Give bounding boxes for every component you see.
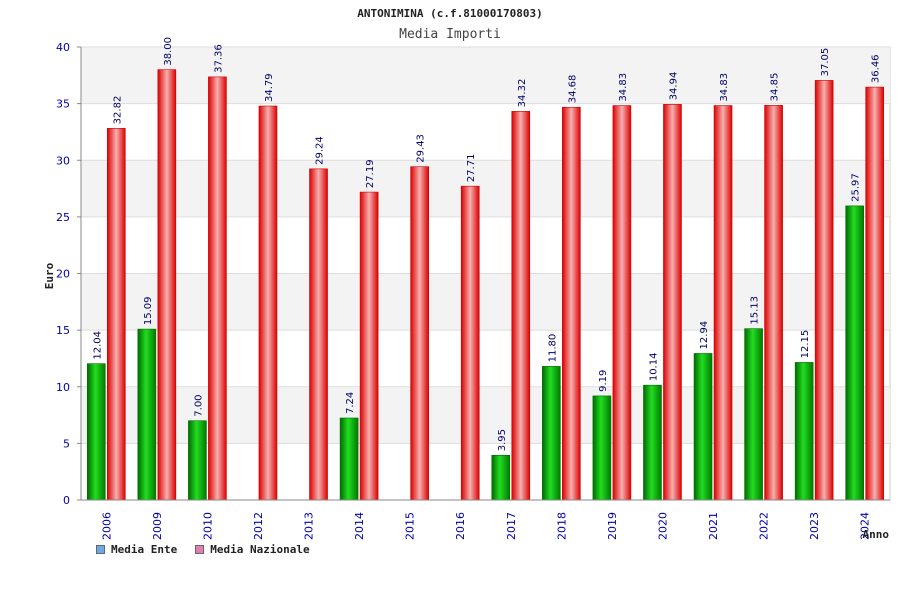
- bar-media-nazionale: [511, 111, 531, 501]
- value-label-media-nazionale: 27.71: [466, 154, 477, 183]
- value-label-media-nazionale: 34.83: [719, 73, 730, 102]
- value-label-media-nazionale: 38.00: [163, 37, 174, 66]
- x-tick-label: 2009: [151, 512, 164, 540]
- value-label-media-nazionale: 34.94: [668, 72, 679, 101]
- y-tick-label: 0: [63, 494, 70, 507]
- bar-media-ente: [744, 328, 763, 501]
- value-label-media-ente: 15.09: [143, 296, 154, 325]
- x-tick-label: 2012: [252, 512, 265, 540]
- x-tick-label: 2016: [454, 512, 467, 540]
- bar-media-ente: [86, 363, 106, 501]
- bar-media-nazionale: [309, 168, 328, 501]
- bar-media-nazionale: [562, 106, 581, 501]
- value-label-media-ente: 3.95: [497, 429, 508, 451]
- value-label-media-ente: 15.13: [750, 296, 761, 325]
- legend-item-media-ente: Media Ente: [96, 543, 177, 556]
- x-axis-label: Anno: [863, 528, 890, 541]
- bar-media-nazionale: [460, 185, 480, 501]
- x-tick-label: 2010: [201, 512, 214, 540]
- x-tick-label: 2023: [808, 512, 821, 540]
- chart-title: ANTONIMINA (c.f.81000170803): [357, 7, 542, 20]
- y-tick-label: 40: [56, 41, 70, 54]
- value-label-media-ente: 10.14: [648, 353, 659, 382]
- x-tick-label: 2021: [707, 512, 720, 540]
- x-tick-label: 2006: [100, 512, 113, 540]
- x-tick-label: 2024: [859, 512, 872, 540]
- bar-media-ente: [491, 454, 511, 501]
- value-label-media-ente: 25.97: [851, 173, 862, 202]
- x-tick-label: 2020: [656, 512, 669, 540]
- value-label-media-nazionale: 34.83: [618, 73, 629, 102]
- legend-swatch-media-ente: [96, 545, 105, 554]
- bar-media-nazionale: [764, 105, 783, 501]
- y-tick-label: 35: [56, 98, 70, 111]
- value-label-media-ente: 12.04: [92, 331, 103, 360]
- bar-media-nazionale: [663, 104, 682, 501]
- bar-media-nazionale: [106, 128, 126, 501]
- bar-media-nazionale: [359, 191, 379, 501]
- bar-media-nazionale: [713, 105, 733, 501]
- legend-label-media-ente: Media Ente: [111, 543, 178, 556]
- x-tick-label: 2015: [404, 512, 417, 540]
- y-tick-label: 15: [56, 324, 70, 337]
- bar-media-nazionale: [814, 80, 834, 501]
- value-labels: 12.04 32.82 15.09 38.00 7.00 37.36 34.79 29.24 7…: [92, 37, 881, 451]
- chart-subtitle: Media Importi: [399, 27, 501, 42]
- value-label-media-nazionale: 36.46: [871, 54, 882, 83]
- x-tick-label: 2014: [353, 512, 366, 540]
- x-tick-label: 2019: [606, 512, 619, 540]
- x-tick-label: 2018: [555, 512, 568, 540]
- bar-media-ente: [188, 420, 207, 501]
- legend-label-media-nazionale: Media Nazionale: [210, 543, 310, 556]
- bar-media-ente: [794, 362, 814, 501]
- value-label-media-ente: 7.00: [193, 394, 204, 416]
- bar-media-ente: [592, 395, 612, 501]
- bar-media-nazionale: [410, 166, 429, 501]
- bar-media-ente: [693, 353, 713, 501]
- legend-item-media-nazionale: Media Nazionale: [195, 543, 310, 556]
- value-label-media-ente: 7.24: [345, 392, 356, 414]
- legend: Media Ente Media Nazionale: [96, 543, 310, 556]
- value-label-media-nazionale: 29.43: [416, 134, 427, 163]
- bar-media-nazionale: [612, 105, 632, 501]
- value-label-media-nazionale: 34.32: [517, 79, 528, 108]
- y-axis: 0 5 10 15 20 25 30 35 40: [56, 41, 82, 507]
- bar-media-nazionale: [865, 86, 885, 501]
- value-label-media-nazionale: 37.36: [213, 44, 224, 73]
- bar-media-ente: [845, 205, 865, 501]
- value-label-media-nazionale: 27.19: [365, 159, 376, 188]
- value-label-media-ente: 9.19: [598, 370, 609, 392]
- x-tick-label: 2013: [303, 512, 316, 540]
- bar-media-ente: [339, 417, 359, 501]
- value-label-media-nazionale: 32.82: [112, 96, 123, 125]
- value-label-media-nazionale: 34.85: [770, 73, 781, 102]
- bar-media-ente: [643, 384, 662, 501]
- x-tick-label: 2017: [505, 512, 518, 540]
- y-tick-label: 10: [56, 381, 70, 394]
- bar-media-nazionale: [208, 76, 227, 501]
- bar-media-nazionale: [258, 105, 278, 501]
- value-label-media-ente: 12.15: [800, 330, 811, 359]
- value-label-media-nazionale: 34.79: [264, 73, 275, 102]
- y-tick-label: 5: [63, 437, 70, 450]
- y-tick-label: 25: [56, 211, 70, 224]
- value-label-media-nazionale: 34.68: [567, 75, 578, 104]
- bar-media-nazionale: [157, 69, 177, 501]
- y-tick-label: 20: [56, 268, 70, 281]
- value-label-media-ente: 12.94: [699, 321, 710, 350]
- x-axis: 2006 2009 2010 2012 2013 2014 2015 2016 2017 2018…: [81, 499, 890, 540]
- legend-swatch-media-nazionale: [195, 545, 205, 554]
- value-label-media-nazionale: 37.05: [820, 48, 831, 77]
- value-label-media-nazionale: 29.24: [315, 136, 326, 165]
- y-axis-label: Euro: [43, 262, 56, 289]
- bar-media-ente: [137, 328, 157, 501]
- bar-media-ente: [542, 366, 561, 501]
- x-tick-label: 2022: [758, 512, 771, 540]
- value-label-media-ente: 11.80: [547, 334, 558, 363]
- y-tick-label: 30: [56, 154, 70, 167]
